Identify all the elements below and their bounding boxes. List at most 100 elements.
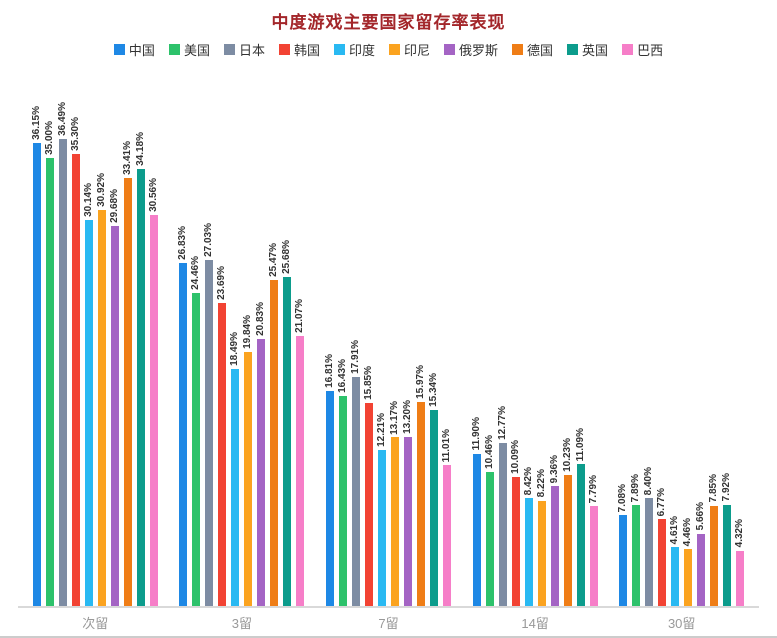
- bar-cell: 8.22%: [535, 469, 547, 606]
- bar-value-label: 11.90%: [470, 417, 482, 451]
- bar-cell: 26.83%: [177, 225, 189, 606]
- bar-cell: 7.92%: [721, 473, 733, 606]
- bar-cell: 5.66%: [695, 502, 706, 606]
- bar-cell: 12.77%: [497, 406, 508, 606]
- bar-cell: 7.79%: [587, 474, 599, 606]
- bar-美国-3留: [192, 292, 201, 606]
- bar-cell: 15.97%: [414, 364, 426, 606]
- bar-value-label: 20.83%: [255, 302, 267, 337]
- bar-日本-7留: [351, 376, 360, 606]
- bar-美国-30留: [632, 505, 641, 606]
- bar-value-label: 15.97%: [414, 364, 426, 399]
- bar-印度-次留: [84, 220, 93, 606]
- legend-item-美国[interactable]: 美国: [168, 40, 210, 59]
- bar-value-label: 30.14%: [82, 183, 94, 218]
- bar-value-label: 11.01%: [440, 428, 452, 463]
- legend-item-德国[interactable]: 德国: [512, 40, 553, 59]
- bar-cell: 8.42%: [523, 467, 534, 606]
- bar-印度-14留: [524, 498, 533, 606]
- bar-cell: 35.30%: [69, 117, 81, 606]
- legend-item-巴西[interactable]: 巴西: [622, 40, 663, 59]
- bar-value-label: 8.22%: [535, 469, 547, 498]
- bar-value-label: 10.23%: [561, 438, 573, 473]
- legend-item-印度[interactable]: 印度: [333, 40, 375, 59]
- legend-label: 德国: [527, 43, 554, 58]
- bar-印尼-7留: [390, 437, 399, 606]
- legend-swatch: [389, 44, 400, 55]
- bar-cell: 10.46%: [484, 435, 495, 606]
- bar-日本-次留: [58, 138, 67, 606]
- legend-label: 中国: [128, 43, 155, 58]
- bar-英国-7留: [429, 409, 438, 606]
- legend-swatch: [512, 44, 524, 55]
- bar-日本-30留: [645, 498, 654, 606]
- bar-德国-14留: [563, 475, 572, 606]
- bar-cell: 15.85%: [363, 366, 374, 606]
- bar-value-label: 15.34%: [427, 372, 439, 407]
- legend-item-韩国[interactable]: 韩国: [278, 40, 320, 59]
- legend-item-印尼[interactable]: 印尼: [389, 40, 430, 59]
- bar-value-label: 30.56%: [147, 177, 159, 212]
- bar-cell: 19.84%: [242, 315, 254, 606]
- bar-cell: 21.07%: [294, 299, 306, 606]
- legend-label: 巴西: [637, 43, 664, 58]
- bar-value-label: 34.18%: [134, 131, 146, 166]
- bar-美国-14留: [485, 472, 494, 606]
- bar-cell: 16.43%: [336, 358, 348, 606]
- legend-item-中国[interactable]: 中国: [113, 40, 155, 59]
- bar-巴西-3留: [296, 336, 305, 606]
- legend-swatch: [168, 44, 180, 55]
- bar-英国-14留: [576, 464, 585, 606]
- bar-印尼-14留: [537, 500, 546, 606]
- x-axis: 次留 3留 7留 14留 30留: [18, 608, 759, 632]
- bar-value-label: 7.08%: [617, 484, 629, 513]
- legend-swatch: [622, 44, 634, 55]
- bar-cell: 13.20%: [401, 400, 413, 606]
- bar-俄罗斯-14留: [550, 486, 559, 606]
- bar-俄罗斯-次留: [110, 226, 119, 606]
- bar-value-label: 10.09%: [509, 439, 521, 474]
- bar-cell: 33.41%: [121, 141, 133, 606]
- bar-value-label: 11.09%: [574, 427, 586, 462]
- bar-cell: 35.00%: [44, 121, 55, 606]
- bar-cell: 17.91%: [349, 339, 361, 606]
- bar-group-30留: 7.08% 7.89% 8.40% 6.77% 4.61% 4.46% 5.66% 7.85%…: [608, 467, 755, 606]
- x-axis-label-次留: 次留: [82, 616, 109, 631]
- bar-cell: 30.14%: [82, 183, 94, 606]
- bar-cell: 4.61%: [669, 515, 681, 606]
- bar-value-label: 29.68%: [108, 189, 120, 224]
- bar-韩国-30留: [658, 519, 667, 606]
- bar-英国-30留: [723, 504, 732, 606]
- bar-value-label: 4.61%: [669, 515, 681, 544]
- bar-value-label: 9.36%: [548, 454, 560, 484]
- legend-label: 韩国: [293, 43, 320, 58]
- bar-value-label: 17.91%: [349, 339, 361, 374]
- bar-俄罗斯-30留: [697, 533, 706, 606]
- bar-value-label: 21.07%: [294, 299, 306, 334]
- bar-value-label: 8.40%: [643, 467, 655, 496]
- legend-label: 印尼: [404, 43, 431, 58]
- bar-美国-7留: [338, 395, 347, 606]
- legend-item-英国[interactable]: 英国: [567, 40, 608, 59]
- bar-cell: 18.49%: [229, 332, 240, 606]
- chart-title: 中度游戏主要国家留存率表现: [271, 13, 506, 32]
- bar-cell: 24.46%: [190, 256, 201, 606]
- bar-value-label: 7.79%: [587, 474, 599, 504]
- legend-swatch: [333, 44, 345, 55]
- legend-label: 英国: [582, 43, 609, 58]
- bar-俄罗斯-3留: [257, 339, 266, 606]
- bar-group-3留: 26.83% 24.46% 27.03% 23.69% 18.49% 19.84% 20.8…: [169, 223, 316, 606]
- legend-item-日本[interactable]: 日本: [223, 40, 265, 59]
- bar-value-label: 16.43%: [336, 358, 348, 393]
- bar-cell: 15.34%: [427, 372, 439, 606]
- bar-中国-3留: [179, 262, 188, 606]
- legend-swatch: [567, 44, 579, 55]
- bar-value-label: 13.20%: [401, 400, 413, 435]
- bar-value-label: 35.30%: [69, 117, 81, 152]
- bar-value-label: 19.84%: [242, 315, 254, 350]
- bar-value-label: 26.83%: [177, 225, 189, 260]
- legend-item-俄罗斯[interactable]: 俄罗斯: [444, 40, 498, 59]
- bar-value-label: 7.92%: [721, 473, 733, 502]
- bar-value-label: 33.41%: [121, 141, 133, 176]
